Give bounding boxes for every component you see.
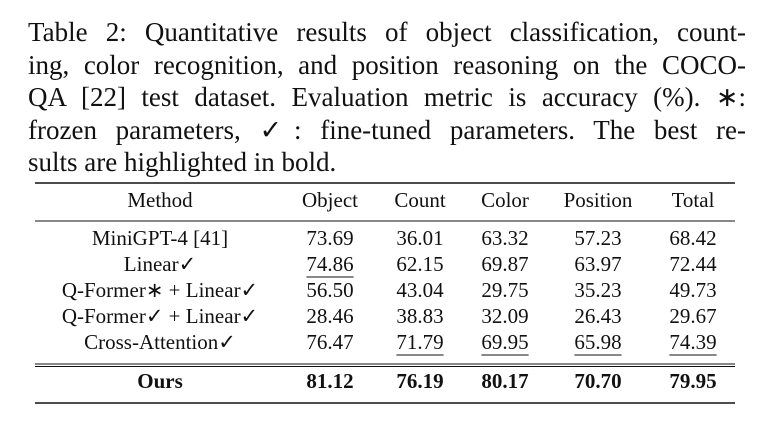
method-cell: Cross-Attention✓	[84, 330, 236, 354]
value-cell: 56.50	[306, 278, 353, 302]
value-cell: 79.95	[669, 369, 716, 393]
method-cell: Ours	[137, 369, 183, 393]
caption-line: frozen parameters, ✓: fine-tuned paramet…	[28, 114, 746, 145]
value-cell: 57.23	[574, 226, 621, 250]
value-cell: 49.73	[669, 278, 716, 302]
value-cell: 29.75	[481, 278, 528, 302]
header-cell: Color	[481, 188, 529, 212]
value-cell: 80.17	[481, 369, 528, 393]
caption-line: Table 2: Quantitative results of object …	[28, 17, 746, 47]
value-cell: 26.43	[574, 304, 621, 328]
method-cell: MiniGPT-4 [41]	[92, 226, 228, 250]
value-cell: 62.15	[396, 252, 443, 276]
value-cell: 69.87	[481, 252, 528, 276]
header-cell: Method	[127, 188, 193, 212]
value-cell: 32.09	[481, 304, 528, 328]
value-cell: 74.39	[669, 330, 716, 354]
caption: Table 2: Quantitative results of object …	[28, 16, 746, 179]
header-cell: Position	[564, 188, 633, 212]
value-cell: 76.47	[306, 330, 353, 354]
value-cell: 68.42	[669, 226, 716, 250]
caption-line: ing, color recognition, and position rea…	[28, 49, 746, 80]
value-cell: 81.12	[306, 369, 353, 393]
value-cell: 43.04	[396, 278, 444, 302]
value-cell: 28.46	[306, 304, 353, 328]
value-cell: 69.95	[481, 330, 528, 354]
value-cell: 36.01	[396, 226, 443, 250]
method-cell: Q-Former∗ + Linear✓	[62, 278, 258, 302]
value-cell: 35.23	[574, 278, 621, 302]
value-cell: 76.19	[396, 369, 443, 393]
value-cell: 72.44	[669, 252, 717, 276]
value-cell: 74.86	[306, 252, 353, 276]
method-cell: Q-Former✓ + Linear✓	[62, 304, 258, 328]
value-cell: 73.69	[306, 226, 353, 250]
value-cell: 70.70	[574, 369, 621, 393]
header-cell: Object	[302, 188, 358, 212]
value-cell: 71.79	[396, 330, 443, 354]
caption-line: QA [22] test dataset. Evaluation metric …	[28, 82, 746, 112]
value-cell: 38.83	[396, 304, 443, 328]
method-cell: Linear✓	[124, 252, 196, 276]
value-cell: 63.97	[574, 252, 621, 276]
value-cell: 65.98	[574, 330, 621, 354]
value-cell: 63.32	[481, 226, 528, 250]
value-cell: 29.67	[669, 304, 716, 328]
header-cell: Count	[394, 188, 446, 212]
caption-line: sults are highlighted in bold.	[28, 147, 337, 177]
header-cell: Total	[672, 188, 715, 212]
